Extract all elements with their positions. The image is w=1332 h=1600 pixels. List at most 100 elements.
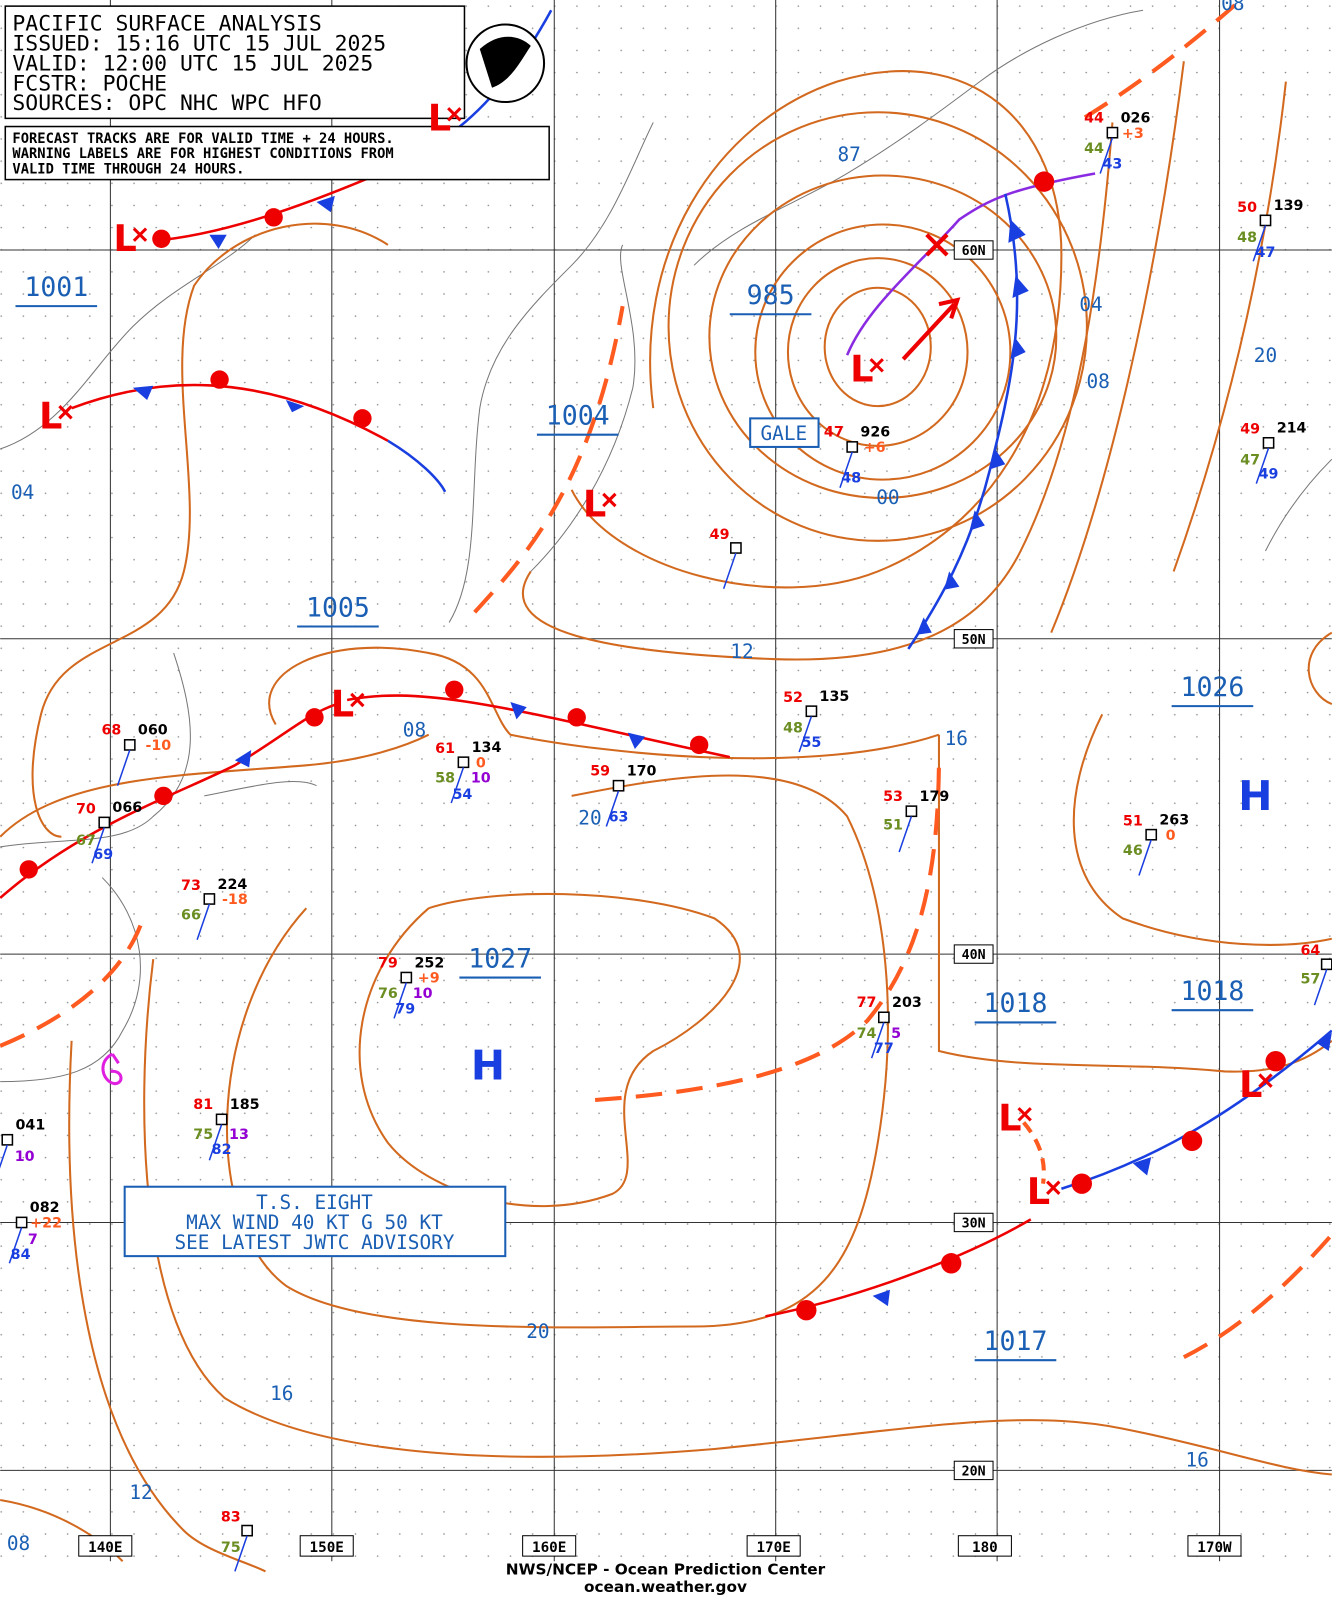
station-box (98, 816, 111, 829)
isobar-label: 12 (730, 640, 753, 663)
low-center: L (331, 682, 354, 725)
storm-line: MAX WIND 40 KT G 50 KT (186, 1211, 443, 1234)
station-value: 49 (710, 527, 730, 543)
header-line: PACIFIC SURFACE ANALYSIS (12, 12, 321, 37)
wind-barb (450, 767, 465, 804)
wind-barb (605, 790, 620, 827)
station-value: 69 (93, 847, 113, 863)
station-value: 47 (1240, 452, 1260, 468)
notice-box (4, 125, 550, 181)
station-value: 49 (1259, 467, 1279, 483)
lat-label: 20N (962, 1465, 986, 1480)
station-value: 10 (471, 771, 491, 787)
header-box (4, 5, 466, 120)
station-value: 84 (11, 1247, 31, 1263)
station-box (123, 739, 136, 751)
lon-box (746, 1535, 801, 1557)
high-center: H (1238, 772, 1272, 820)
station-id: 203 (892, 995, 922, 1011)
lat-label: 50N (962, 633, 986, 648)
station-box (15, 1216, 28, 1229)
station-id: 179 (920, 789, 950, 805)
notice-line: VALID TIME THROUGH 24 HOURS. (12, 161, 244, 177)
wind-barb (8, 1227, 23, 1264)
station-id: 263 (1159, 812, 1189, 828)
low-center: L (583, 482, 606, 525)
isobar-label: 20 (526, 1320, 549, 1343)
station-id: 135 (820, 689, 850, 705)
station-value: 44 (1084, 110, 1104, 126)
station-box (1262, 436, 1275, 449)
wind-barb (116, 749, 131, 786)
station-id: 026 (1121, 110, 1151, 126)
lat-label: 30N (962, 1217, 986, 1232)
station-box (877, 1011, 890, 1024)
station-value: 13 (229, 1127, 249, 1143)
header-line: ISSUED: 15:16 UTC 15 JUL 2025 (12, 32, 386, 57)
station-value: 53 (883, 789, 903, 805)
isobar-label: 04 (1079, 293, 1102, 316)
station-value: 5 (891, 1026, 901, 1042)
pressure-value: 1017 (984, 1326, 1048, 1357)
station-value: 63 (609, 809, 629, 825)
station-box (805, 705, 818, 718)
isobar-label: 20 (1254, 344, 1277, 367)
gale-label: GALE (761, 422, 808, 445)
storm-box (123, 1185, 507, 1258)
lat-label: 60N (962, 244, 986, 259)
station-value: 49 (1240, 422, 1260, 438)
isobar-label: 12 (129, 1481, 152, 1504)
lat-lon-grid (0, 0, 1332, 1562)
isobar-label: 08 (1221, 0, 1244, 15)
station-box (400, 971, 413, 984)
lat-box (953, 944, 994, 964)
station-value: 73 (181, 878, 201, 894)
station-value: -18 (222, 892, 248, 908)
station-box (905, 805, 918, 818)
station-value: 47 (824, 425, 844, 441)
storm-line: SEE LATEST JWTC ADVISORY (174, 1231, 454, 1254)
low-center: L (39, 395, 62, 438)
station-value: 10 (413, 986, 433, 1002)
noaa-logo (465, 23, 546, 104)
notice-line: WARNING LABELS ARE FOR HIGHEST CONDITION… (12, 146, 393, 162)
pressure-value: 1018 (1180, 976, 1244, 1007)
station-value: 58 (435, 771, 455, 787)
low-x (132, 227, 148, 242)
station-value: 83 (221, 1509, 241, 1525)
station-value: 79 (395, 1001, 415, 1017)
low-center: L (113, 217, 136, 260)
header-line: SOURCES: OPC NHC WPC HFO (12, 91, 321, 116)
station-box (846, 441, 859, 453)
lon-box (522, 1535, 577, 1557)
low-x (869, 358, 884, 373)
lon-label: 170E (756, 1540, 790, 1556)
station-id: 926 (860, 425, 890, 441)
wind-barb (1255, 447, 1270, 484)
station-value: 51 (883, 818, 903, 834)
station-value: 57 (1300, 972, 1320, 988)
isobar-label: 04 (11, 481, 34, 504)
header-line: VALID: 12:00 UTC 15 JUL 2025 (12, 51, 373, 76)
wind-barb (839, 451, 853, 489)
station-value: 46 (1123, 843, 1143, 859)
lon-label: 140E (88, 1540, 122, 1556)
station-value: 55 (801, 735, 821, 751)
station-value: 61 (435, 741, 455, 757)
low-center: L (428, 97, 451, 140)
station-box (1145, 828, 1158, 841)
low-center: L (998, 1097, 1021, 1140)
lon-label: 160E (532, 1540, 566, 1556)
station-id: 139 (1274, 198, 1304, 214)
low-x (1017, 1107, 1032, 1122)
footer-line: NWS/NCEP - Ocean Prediction Center (506, 1560, 826, 1578)
lon-box (957, 1535, 1012, 1557)
lat-label: 40N (962, 948, 986, 963)
station-box (1, 1133, 14, 1146)
header-line: FCSTR: POCHE (12, 71, 167, 96)
station-value: 79 (378, 955, 398, 971)
pressure-value: 1005 (306, 592, 370, 623)
station-value: 59 (590, 764, 610, 780)
station-value: 0 (476, 755, 486, 771)
